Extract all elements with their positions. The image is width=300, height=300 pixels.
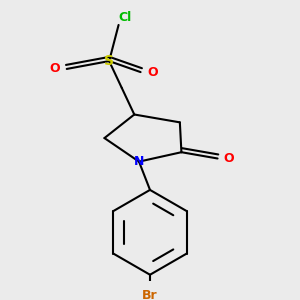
Text: O: O [223,152,234,165]
Text: Br: Br [142,289,158,300]
Text: S: S [104,54,114,68]
Text: N: N [134,155,144,168]
Text: O: O [50,62,60,75]
Text: O: O [147,66,158,79]
Text: Cl: Cl [118,11,131,24]
